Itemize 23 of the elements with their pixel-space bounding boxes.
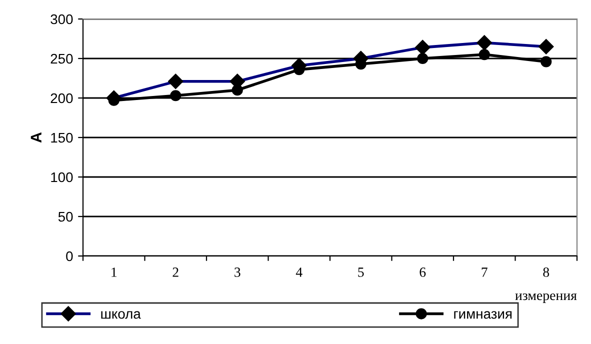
y-axis-title: А (30, 132, 42, 143)
x-tick-label: 2 (172, 268, 178, 277)
point (478, 48, 490, 60)
legend-label: школа (101, 311, 141, 319)
legend-label: гимназия (454, 311, 512, 319)
x-tick-label: 8 (543, 268, 550, 277)
y-tick-label: 50 (58, 212, 73, 222)
y-tick-label: 150 (51, 132, 73, 143)
y-tick-label: 200 (50, 93, 73, 104)
x-tick-label: 5 (358, 268, 364, 277)
x-tick-label: 1 (112, 268, 117, 277)
point (417, 52, 428, 64)
x-tick-label: 4 (296, 268, 302, 277)
x-tick-label: 3 (234, 268, 240, 277)
y-tick-label: 300 (50, 14, 73, 24)
y-tick-label: 0 (66, 251, 73, 262)
y-tick-label: 250 (50, 54, 73, 64)
x-axis-title: измерения (515, 293, 577, 303)
y-tick-label: 100 (51, 172, 73, 182)
point (170, 90, 182, 102)
x-tick-label: 7 (482, 268, 488, 277)
x-tick-label: 6 (420, 268, 426, 277)
point (540, 56, 552, 68)
